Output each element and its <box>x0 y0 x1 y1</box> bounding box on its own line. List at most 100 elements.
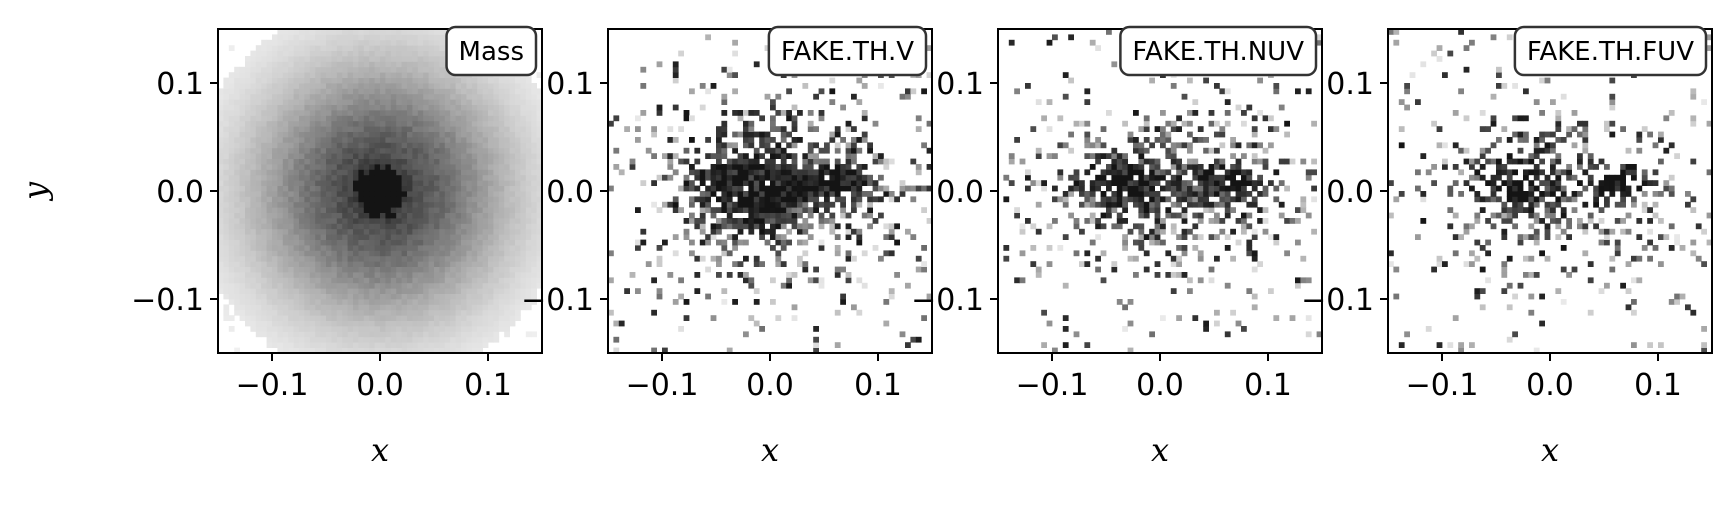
heatmap-cell <box>234 309 240 316</box>
heatmap-cell <box>780 131 787 138</box>
heatmap-cell <box>689 212 695 219</box>
heatmap-cell <box>525 223 532 230</box>
heatmap-cell <box>407 320 413 327</box>
heatmap-cell <box>477 131 483 138</box>
heatmap-cell <box>471 153 478 159</box>
heatmap-cell <box>358 336 365 343</box>
heatmap-cell <box>331 147 338 154</box>
heatmap-cell <box>764 147 771 154</box>
heatmap-cell <box>689 137 695 143</box>
heatmap-cell <box>320 185 327 192</box>
heatmap-cell <box>743 218 749 224</box>
heatmap-cell <box>683 218 690 224</box>
heatmap-cell <box>834 158 841 165</box>
heatmap-cell <box>299 239 305 246</box>
heatmap-cell <box>791 115 798 122</box>
heatmap-cell <box>272 282 278 289</box>
heatmap-cell <box>455 169 462 176</box>
heatmap-cell <box>807 212 814 219</box>
heatmap-cell <box>726 72 733 78</box>
heatmap-cell <box>407 110 413 116</box>
heatmap-cell <box>380 309 386 316</box>
heatmap-cell <box>282 158 289 165</box>
heatmap-cell <box>1073 169 1080 176</box>
heatmap-cell <box>412 88 419 95</box>
heatmap-cell <box>764 164 771 170</box>
heatmap-cell <box>218 164 224 170</box>
heatmap-cell <box>689 185 695 192</box>
heatmap-cell <box>1268 126 1274 132</box>
heatmap-cell <box>509 180 516 186</box>
heatmap-cell <box>428 131 435 138</box>
heatmap-cell <box>234 174 240 181</box>
heatmap-cell <box>1224 201 1231 208</box>
heatmap-cell <box>417 266 424 273</box>
heatmap-cell <box>417 115 424 122</box>
heatmap-cell <box>840 174 846 181</box>
heatmap-cell <box>245 299 251 305</box>
heatmap-cell <box>716 126 722 132</box>
heatmap-cell <box>277 93 284 100</box>
heatmap-cell <box>450 126 456 132</box>
heatmap-cell <box>417 93 424 100</box>
heatmap-cell <box>732 158 738 165</box>
heatmap-cell <box>482 315 489 321</box>
heatmap-cell <box>493 331 500 338</box>
heatmap-cell <box>363 239 370 246</box>
heatmap-cell <box>1415 185 1421 192</box>
heatmap-cell <box>407 218 413 224</box>
heatmap-cell <box>309 255 316 262</box>
heatmap-cell <box>1138 207 1145 213</box>
heatmap-cell <box>439 83 446 89</box>
heatmap-cell <box>531 331 537 338</box>
heatmap-cell <box>277 174 284 181</box>
heatmap-cell <box>455 326 462 332</box>
heatmap-cell <box>807 207 814 213</box>
heatmap-cell <box>705 169 711 176</box>
heatmap-cell <box>250 320 257 327</box>
heatmap-cell <box>245 288 251 294</box>
heatmap-cell <box>520 223 527 230</box>
heatmap-cell <box>802 196 809 203</box>
heatmap-cell <box>234 131 240 138</box>
heatmap-cell <box>444 320 451 327</box>
heatmap-cell <box>732 191 738 197</box>
heatmap-cell <box>471 261 478 267</box>
heatmap-cell <box>255 174 262 181</box>
heatmap-cell <box>266 72 273 78</box>
heatmap-cell <box>851 304 857 311</box>
heatmap-cell <box>525 77 532 84</box>
heatmap-cell <box>309 288 316 294</box>
heatmap-cell <box>780 158 787 165</box>
heatmap-cell <box>331 169 338 176</box>
heatmap-cell <box>824 164 830 170</box>
heatmap-cell <box>1149 174 1155 181</box>
heatmap-cell <box>309 99 316 105</box>
heatmap-cell <box>407 293 413 300</box>
heatmap-cell <box>245 158 251 165</box>
heatmap-cell <box>498 304 505 311</box>
heatmap-cell <box>434 45 440 51</box>
heatmap-cell <box>239 131 246 138</box>
heatmap-cell <box>1127 320 1134 327</box>
heatmap-cell <box>315 83 321 89</box>
heatmap-cell <box>277 131 284 138</box>
heatmap-cell <box>536 137 543 143</box>
heatmap-cell <box>353 61 359 68</box>
heatmap-cell <box>477 83 483 89</box>
heatmap-cell <box>1116 153 1123 159</box>
heatmap-cell <box>320 147 327 154</box>
heatmap-cell <box>390 336 397 343</box>
heatmap-cell <box>536 93 543 100</box>
heatmap-cell <box>239 93 246 100</box>
heatmap-cell <box>228 99 235 105</box>
heatmap-cell <box>1143 126 1150 132</box>
heatmap-cell <box>797 110 803 116</box>
heatmap-cell <box>272 272 278 278</box>
heatmap-cell <box>1273 185 1280 192</box>
heatmap-cell <box>515 147 521 154</box>
heatmap-cell <box>1278 180 1285 186</box>
heatmap-cell <box>872 153 879 159</box>
heatmap-cell <box>477 304 483 311</box>
heatmap-cell <box>444 245 451 251</box>
